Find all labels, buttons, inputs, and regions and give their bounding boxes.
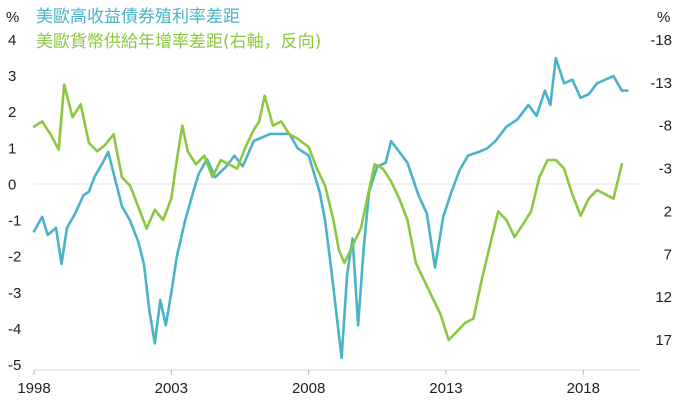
left-tick-label: -2: [8, 249, 21, 266]
left-tick-label: -4: [8, 321, 21, 338]
right-tick-label: 17: [655, 332, 672, 349]
left-tick-label: -3: [8, 285, 21, 302]
left-tick-label: -1: [8, 213, 21, 230]
left-tick-label: 2: [8, 104, 16, 121]
left-tick-label: -5: [8, 357, 21, 374]
series-line-2: [32, 83, 624, 342]
x-axis: 1998 2003 2008 2013 2018: [17, 370, 600, 397]
legend-series-2: 美歐貨幣供給年增率差距(右軸，反向): [36, 32, 321, 52]
x-tick-label: 2013: [429, 380, 462, 397]
x-tick-label: 2008: [292, 380, 325, 397]
right-tick-label: -13: [650, 75, 672, 92]
right-tick-label: 12: [655, 289, 672, 306]
x-tick-label: 2018: [567, 380, 600, 397]
right-unit-label: %: [657, 9, 670, 26]
left-axis: 4 3 2 1 0 -1 -2 -3 -4 -5: [8, 32, 21, 374]
left-tick-label: 4: [8, 32, 16, 49]
right-tick-label: -18: [650, 32, 672, 49]
right-axis: -18 -13 -8 -3 2 7 12 17: [650, 32, 672, 349]
right-tick-label: -3: [659, 161, 672, 178]
x-tick-label: 1998: [17, 380, 50, 397]
right-tick-label: 7: [664, 246, 672, 263]
right-tick-label: -8: [659, 118, 672, 135]
legend-series-1: 美歐高收益債券殖利率差距: [36, 7, 240, 27]
x-tick-label: 2003: [155, 380, 188, 397]
right-tick-label: 2: [664, 203, 672, 220]
left-tick-label: 3: [8, 68, 16, 85]
left-unit-label: %: [6, 9, 19, 26]
left-tick-label: 0: [8, 176, 16, 193]
series-layer: [32, 56, 629, 360]
series-line-1: [32, 56, 629, 360]
left-tick-label: 1: [8, 140, 16, 157]
